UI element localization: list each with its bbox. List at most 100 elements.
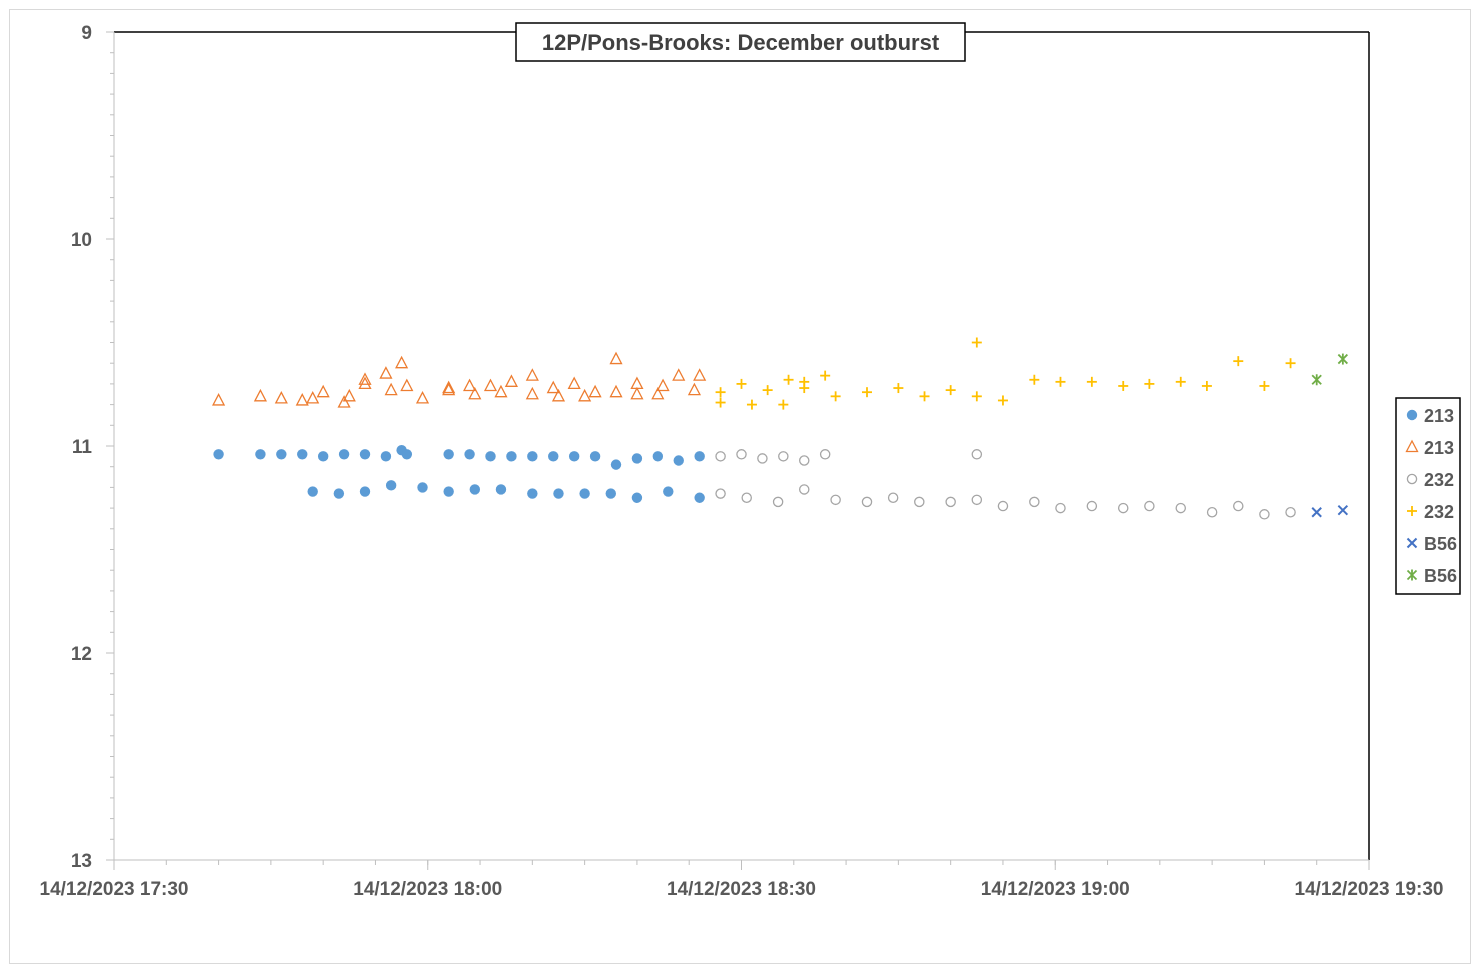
data-point (783, 374, 794, 385)
data-point (255, 449, 266, 460)
legend-marker (1406, 473, 1418, 485)
data-point (945, 385, 956, 396)
legend-marker (1406, 569, 1418, 581)
data-point (887, 492, 899, 503)
data-point (673, 455, 684, 466)
legend-label: 213 (1424, 438, 1454, 458)
marks-layer (212, 337, 1349, 520)
data-point (297, 449, 308, 460)
legend-marker (1405, 439, 1419, 453)
x-tick-label: 14/12/2023 19:30 (1295, 879, 1444, 900)
data-point (485, 451, 496, 462)
data-point (1117, 502, 1129, 514)
title-frame (515, 22, 966, 62)
data-point (715, 451, 726, 462)
data-point (605, 488, 616, 499)
data-point (971, 449, 983, 460)
data-point (971, 337, 982, 348)
data-point (494, 384, 508, 398)
data-point (1259, 380, 1270, 391)
data-point (504, 374, 518, 387)
data-point (819, 449, 831, 460)
legend-marker (1406, 409, 1418, 421)
data-point (997, 500, 1009, 512)
data-point (687, 382, 702, 396)
data-point (415, 390, 430, 404)
data-point (1285, 506, 1296, 518)
series-3 (715, 337, 1296, 410)
data-point (253, 388, 267, 402)
y-tick-label: 13 (71, 851, 92, 872)
y-tick-label: 12 (71, 644, 92, 665)
legend-label: B56 (1424, 534, 1457, 554)
data-point (746, 399, 757, 410)
data-point (630, 376, 644, 390)
data-point (830, 494, 841, 506)
legend-frame (1395, 397, 1461, 595)
data-point (417, 482, 428, 493)
data-point (651, 386, 665, 400)
data-point (317, 451, 329, 462)
data-point (778, 451, 789, 462)
y-tick-label: 9 (81, 23, 92, 44)
data-point (609, 384, 623, 398)
data-point (527, 451, 538, 462)
data-point (1233, 500, 1244, 512)
legend: 213 213 232 232 B56 B56 (1395, 397, 1461, 595)
data-point (483, 378, 498, 392)
data-point (464, 449, 475, 460)
data-point (546, 380, 560, 394)
data-point (1055, 502, 1066, 514)
legend-entry: B56 (1406, 534, 1457, 554)
data-point (1086, 500, 1098, 512)
data-point (276, 449, 287, 460)
data-point (525, 368, 539, 381)
data-point (1144, 500, 1155, 512)
data-point (1337, 353, 1348, 365)
data-point (715, 387, 726, 398)
data-point (997, 395, 1008, 406)
data-point (548, 451, 559, 462)
data-point (630, 386, 644, 400)
data-point (443, 449, 454, 460)
data-point (652, 451, 664, 462)
data-point (663, 486, 674, 497)
data-point (799, 376, 810, 387)
x-tick-label: 14/12/2023 17:30 (40, 879, 189, 900)
data-point (295, 393, 309, 406)
data-point (1029, 496, 1040, 508)
data-point (506, 451, 517, 462)
data-point (631, 453, 643, 464)
data-point (553, 488, 564, 499)
data-point (1233, 356, 1244, 367)
data-point (395, 355, 409, 369)
data-point (578, 388, 592, 402)
series-4 (1311, 504, 1349, 518)
data-point (213, 449, 224, 460)
data-point (893, 383, 904, 394)
series-5 (1311, 353, 1348, 386)
data-point (442, 380, 456, 394)
legend-marker (1406, 537, 1418, 549)
legend-entry: 213 (1405, 438, 1454, 458)
data-point (568, 451, 580, 462)
data-point (358, 372, 372, 385)
x-tick-label: 14/12/2023 18:30 (667, 879, 816, 900)
data-point (820, 370, 831, 381)
data-point (338, 449, 350, 460)
data-point (656, 378, 670, 392)
data-point (1175, 502, 1187, 514)
data-point (631, 492, 643, 503)
data-point (610, 459, 622, 470)
data-point (694, 451, 705, 462)
series-2 (715, 449, 1296, 520)
chart-title: 12P/Pons-Brooks: December outburst (542, 30, 940, 55)
y-tick-label: 11 (72, 437, 93, 458)
data-point (1175, 376, 1186, 387)
data-point (1206, 506, 1218, 518)
legend-entry: 213 (1406, 406, 1454, 426)
data-point (1311, 507, 1322, 518)
series-0 (213, 444, 705, 503)
